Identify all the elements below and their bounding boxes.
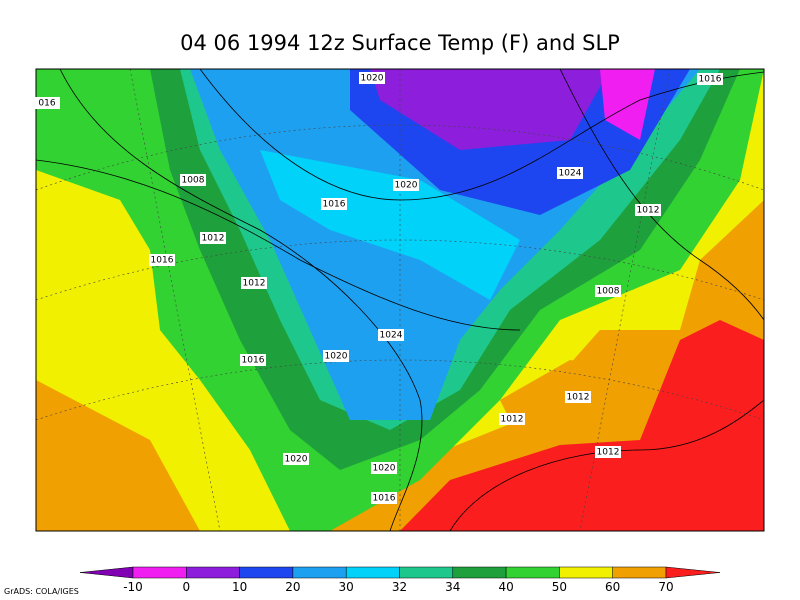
colorbar-box (186, 566, 240, 579)
isobar-label-text: 1020 (361, 74, 384, 84)
colorbar-label: 30 (339, 580, 354, 594)
isobar-label: 1020 (359, 72, 385, 84)
colorbar-box (452, 566, 507, 579)
isobar-label: 1020 (371, 462, 397, 474)
label-box (595, 285, 621, 297)
label-box (378, 329, 404, 341)
label-box (34, 97, 60, 109)
colorbar-label: 50 (552, 580, 567, 594)
isobar-label: 1016 (321, 198, 347, 210)
isobar-label: 1020 (283, 453, 309, 465)
colorbar-label: 20 (285, 580, 300, 594)
colorbar-label: 10 (232, 580, 247, 594)
isobar-label: 1016 (149, 254, 175, 266)
isobar-label-text: 1016 (699, 75, 722, 85)
isobar-label-text: 1008 (597, 287, 620, 297)
isobar-label: 1016 (371, 492, 397, 504)
isobar-label: 1024 (378, 329, 404, 341)
label-box (557, 167, 583, 179)
colorbar-label: 32 (392, 580, 407, 594)
label-box (565, 391, 591, 403)
colorbar-label: 34 (445, 580, 460, 594)
isobar-label-text: 1020 (325, 352, 348, 362)
colorbar-min (79, 566, 134, 579)
graticule (36, 69, 764, 531)
label-box (359, 72, 385, 84)
isobar-label-text: 1020 (395, 181, 418, 191)
isobar-label-text: 1012 (202, 234, 225, 244)
colorbar-box (292, 566, 347, 579)
colorbar-box (505, 566, 560, 579)
isobar-label: 1008 (595, 285, 621, 297)
label-box (371, 462, 397, 474)
label-box (323, 350, 349, 362)
isobar-label: 1020 (393, 179, 419, 191)
label-box (321, 198, 347, 210)
isobar-label-text: 1012 (597, 448, 620, 458)
label-box (200, 232, 226, 244)
isobar-label: 1012 (565, 391, 591, 403)
isobar-label-text: 1012 (243, 279, 266, 289)
label-box (371, 492, 397, 504)
isobar-label: 1020 (323, 350, 349, 362)
label-box (595, 446, 621, 458)
colorbar-box (612, 566, 667, 579)
region (600, 69, 655, 140)
temperature-field (36, 69, 764, 531)
isobar-label-text: 1012 (501, 415, 524, 425)
isobar-label: 016 (34, 97, 60, 109)
label-box (180, 174, 206, 186)
label-box (149, 254, 175, 266)
isobar-label-text: 1024 (380, 331, 403, 341)
isobar-label: 1012 (499, 413, 525, 425)
isobar-label-text: 1016 (151, 256, 174, 266)
colorbar-label: 0 (182, 580, 190, 594)
colorbar-label: -10 (123, 580, 143, 594)
label-box (241, 277, 267, 289)
credit: GrADS: COLA/IGES (4, 587, 79, 596)
isobar-label: 1012 (635, 204, 661, 216)
isobar-label-text: 1020 (373, 464, 396, 474)
map-frame (35, 68, 765, 532)
isobar-label: 1016 (240, 354, 266, 366)
isobar-label-text: 016 (38, 99, 55, 109)
label-box (283, 453, 309, 465)
isobar-label-text: 1024 (559, 169, 582, 179)
region (370, 69, 610, 150)
colorbar-box (132, 566, 187, 579)
colorbar-box (345, 566, 400, 579)
isobar-label: 1012 (595, 446, 621, 458)
isobar-label: 1024 (557, 167, 583, 179)
colorbar-max (665, 566, 721, 579)
map-title: 04 06 1994 12z Surface Temp (F) and SLP (180, 31, 620, 55)
label-box (635, 204, 661, 216)
colorbar-box (399, 566, 454, 579)
colorbar-label: 60 (605, 580, 620, 594)
label-box (240, 354, 266, 366)
label-box (393, 179, 419, 191)
region (400, 320, 764, 531)
isobar-label: 1012 (200, 232, 226, 244)
colorbar-box (239, 566, 294, 579)
isobar-label: 1016 (697, 73, 723, 85)
colorbar-label: 70 (658, 580, 673, 594)
isobar-label-text: 1012 (637, 206, 660, 216)
isobar-label: 1008 (180, 174, 206, 186)
isobar-label-text: 1008 (182, 176, 205, 186)
isobar-label-text: 1016 (323, 200, 346, 210)
isobar-label-text: 1012 (567, 393, 590, 403)
label-box (697, 73, 723, 85)
colorbar-box (559, 566, 613, 579)
label-box (499, 413, 525, 425)
isobar-label-text: 1016 (242, 356, 265, 366)
region (260, 150, 520, 300)
isobar-label: 1012 (241, 277, 267, 289)
colorbar-label: 40 (498, 580, 513, 594)
isobar-label-text: 1020 (285, 455, 308, 465)
isobar-label-text: 1016 (373, 494, 396, 504)
